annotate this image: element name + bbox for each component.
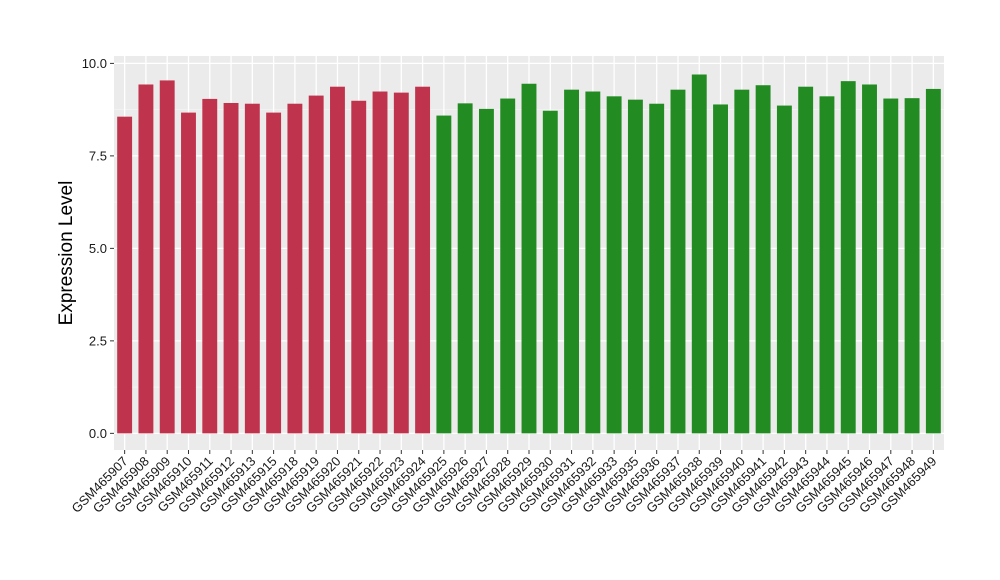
- bar: [330, 86, 345, 434]
- bar: [840, 81, 856, 434]
- y-tick-label: 5.0: [89, 241, 107, 256]
- bar: [691, 74, 707, 434]
- bar: [883, 98, 899, 434]
- bar: [202, 98, 218, 434]
- y-tick-label: 0.0: [89, 426, 107, 441]
- bar: [287, 103, 303, 434]
- bar: [372, 91, 388, 434]
- bar: [223, 102, 239, 434]
- bar: [478, 108, 494, 434]
- bar: [542, 110, 558, 434]
- bar: [627, 99, 643, 434]
- x-axis: GSM465907GSM465908GSM465909GSM465910GSM4…: [69, 450, 939, 516]
- bar: [606, 96, 622, 434]
- bar: [181, 112, 196, 434]
- bar: [776, 105, 792, 434]
- bar: [755, 85, 771, 434]
- bar: [670, 89, 686, 434]
- bar: [351, 100, 367, 434]
- bar: [713, 104, 728, 434]
- bar: [904, 98, 920, 434]
- bar: [521, 83, 537, 434]
- bar: [649, 103, 665, 434]
- y-axis: 0.0 2.5 5.0 7.5 10.0: [82, 56, 114, 441]
- bar: [308, 95, 324, 434]
- bar: [436, 115, 452, 434]
- bar: [500, 98, 516, 434]
- bar: [798, 86, 814, 434]
- bar: [457, 103, 473, 434]
- bar: [925, 88, 941, 434]
- bar: [585, 91, 601, 434]
- bar: [117, 116, 133, 434]
- bars-layer: [117, 74, 941, 434]
- bar: [564, 89, 580, 434]
- y-tick-label: 10.0: [82, 56, 107, 71]
- bar: [819, 96, 835, 434]
- y-axis-title: Expression Level: [56, 181, 77, 326]
- bar: [266, 112, 282, 434]
- bar: [244, 103, 260, 434]
- bar: [393, 92, 409, 434]
- bar: [415, 86, 431, 434]
- bar: [138, 84, 154, 434]
- bar: [159, 80, 175, 434]
- bar: [734, 89, 750, 434]
- bar: [862, 84, 877, 434]
- y-tick-label: 7.5: [89, 148, 107, 163]
- y-tick-label: 2.5: [89, 333, 107, 348]
